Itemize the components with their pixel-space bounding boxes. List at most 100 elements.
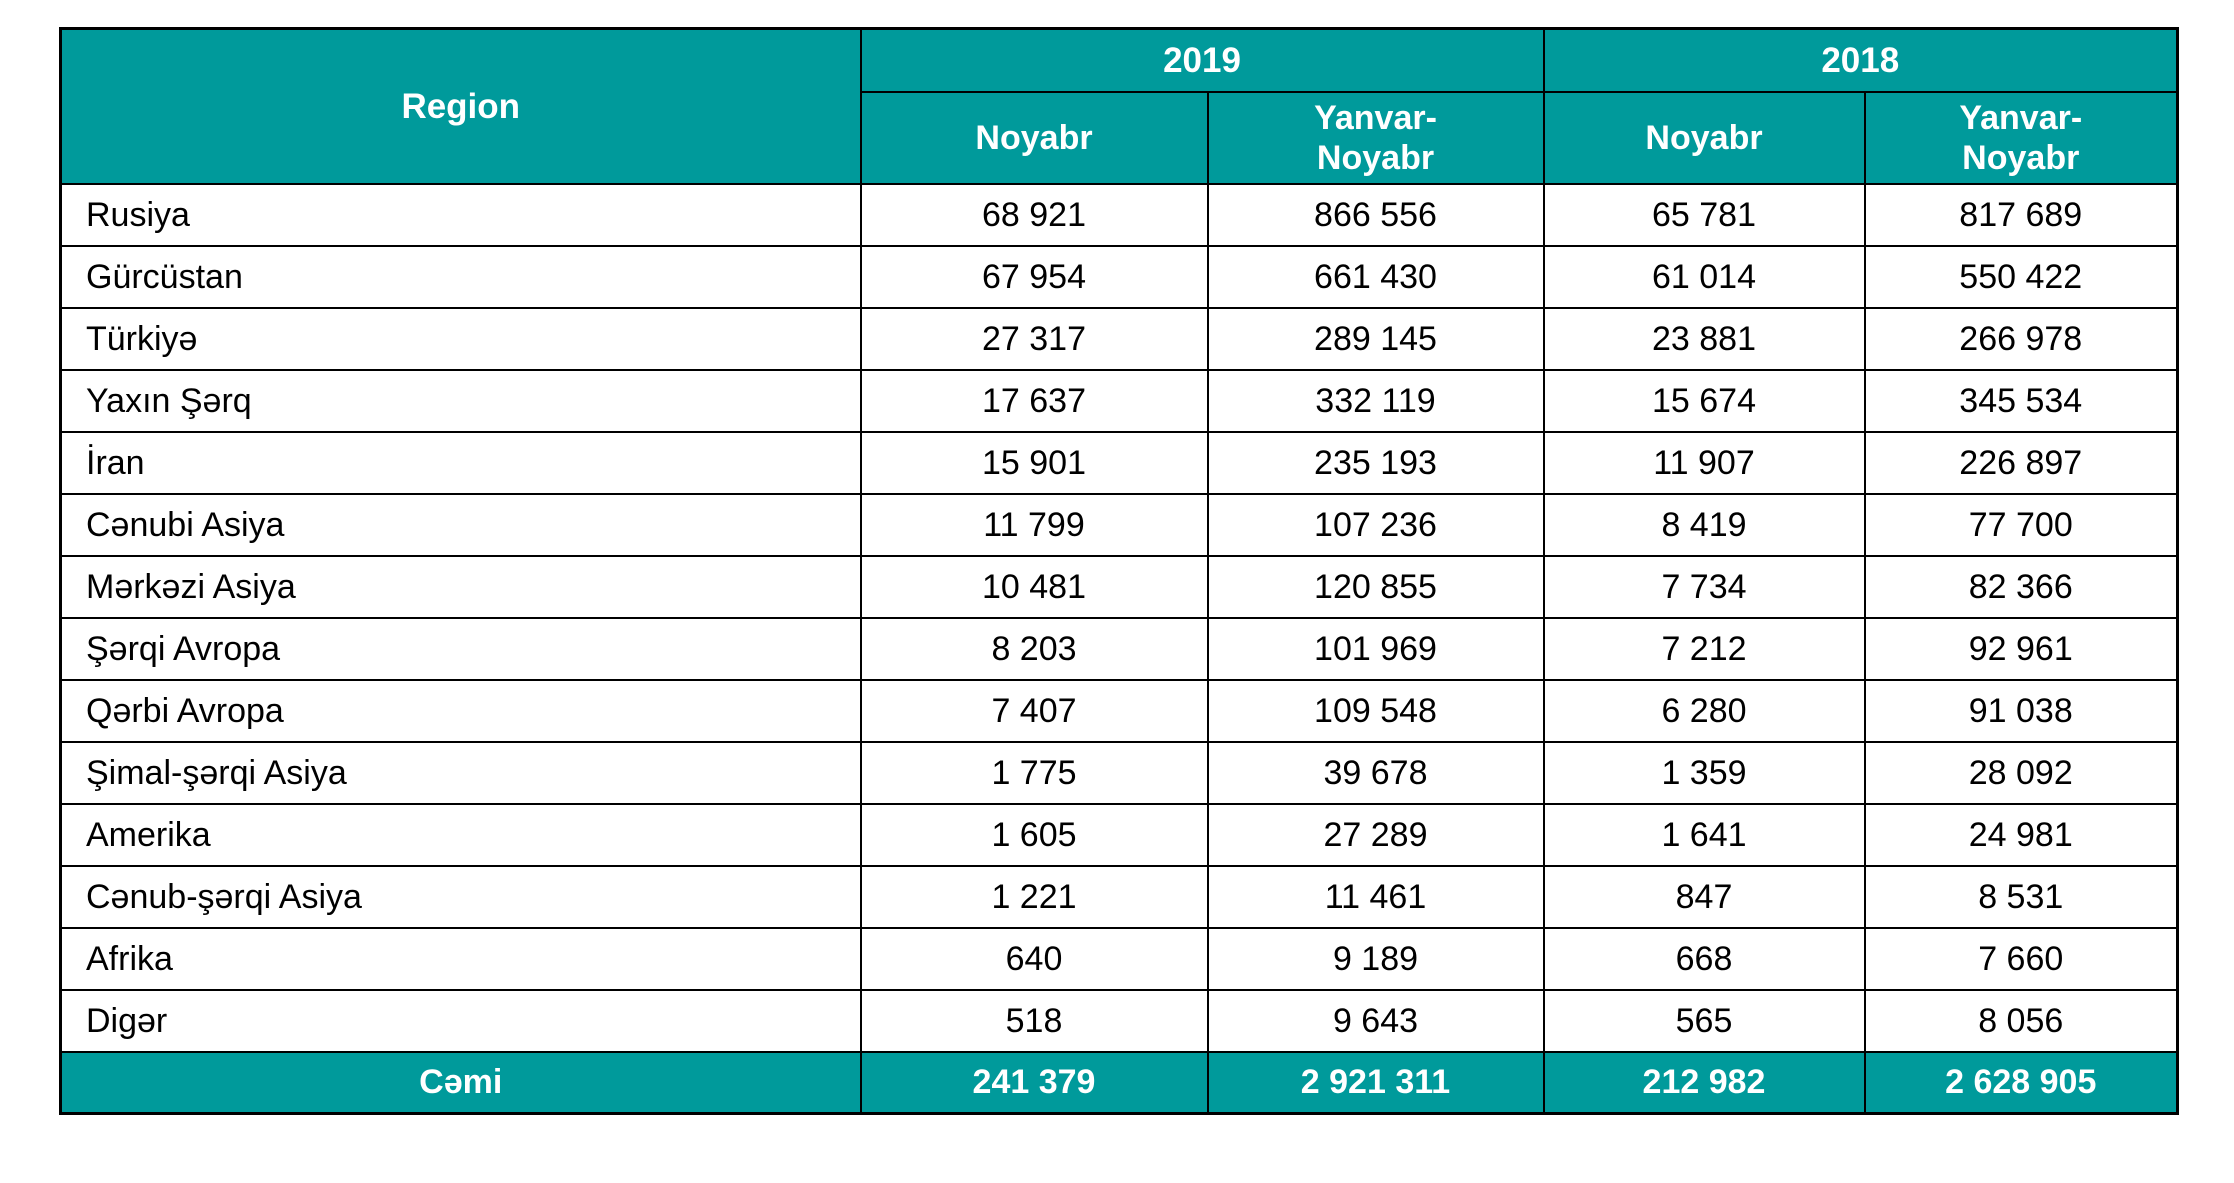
value-cell: 92 961: [1863, 617, 2179, 681]
year-2019-header: 2019: [859, 27, 1545, 93]
value-cell: 61 014: [1542, 245, 1866, 309]
table-row: Türkiyə 27 317 289 145 23 881 266 978: [59, 307, 2179, 371]
table-row: Şərqi Avropa 8 203 101 969 7 212 92 961: [59, 617, 2179, 681]
value-cell: 28 092: [1863, 741, 2179, 805]
value-cell: 9 189: [1206, 927, 1545, 991]
table-row: Qərbi Avropa 7 407 109 548 6 280 91 038: [59, 679, 2179, 743]
value-cell: 101 969: [1206, 617, 1545, 681]
value-cell: 67 954: [859, 245, 1209, 309]
value-cell: 11 461: [1206, 865, 1545, 929]
value-cell: 847: [1542, 865, 1866, 929]
value-cell: 1 605: [859, 803, 1209, 867]
value-cell: 7 734: [1542, 555, 1866, 619]
value-cell: 7 660: [1863, 927, 2179, 991]
value-cell: 518: [859, 989, 1209, 1053]
table-header: Region 2019 2018 Noyabr Yanvar-Noyabr No…: [59, 27, 2179, 185]
value-cell: 8 419: [1542, 493, 1866, 557]
col-header-label: Yanvar-Noyabr: [1314, 98, 1437, 177]
value-cell: 24 981: [1863, 803, 2179, 867]
table-footer: Cəmi 241 379 2 921 311 212 982 2 628 905: [59, 1051, 2179, 1115]
table-row: Digər 518 9 643 565 8 056: [59, 989, 2179, 1053]
value-cell: 27 317: [859, 307, 1209, 371]
col-header-2019-yanvar-noyabr: Yanvar-Noyabr: [1206, 91, 1545, 185]
subcolumn-header-row: Noyabr Yanvar-Noyabr Noyabr Yanvar-Noyab…: [61, 91, 2179, 185]
value-cell: 565: [1542, 989, 1866, 1053]
col-header-2018-noyabr: Noyabr: [1542, 91, 1866, 185]
value-cell: 226 897: [1863, 431, 2179, 495]
value-cell: 6 280: [1542, 679, 1866, 743]
region-cell: Amerika: [59, 803, 862, 867]
table-row: Afrika 640 9 189 668 7 660: [59, 927, 2179, 991]
col-header-2018-yanvar-noyabr: Yanvar-Noyabr: [1863, 91, 2179, 185]
table-row: Rusiya 68 921 866 556 65 781 817 689: [59, 183, 2179, 247]
value-cell: 550 422: [1863, 245, 2179, 309]
value-cell: 817 689: [1863, 183, 2179, 247]
region-cell: Qərbi Avropa: [59, 679, 862, 743]
region-cell: Gürcüstan: [59, 245, 862, 309]
value-cell: 15 674: [1542, 369, 1866, 433]
value-cell: 107 236: [1206, 493, 1545, 557]
value-cell: 7 407: [859, 679, 1209, 743]
value-cell: 77 700: [1863, 493, 2179, 557]
table-row: Cənubi Asiya 11 799 107 236 8 419 77 700: [59, 493, 2179, 557]
value-cell: 345 534: [1863, 369, 2179, 433]
value-cell: 640: [859, 927, 1209, 991]
value-cell: 1 221: [859, 865, 1209, 929]
total-label: Cəmi: [59, 1051, 862, 1115]
value-cell: 7 212: [1542, 617, 1866, 681]
region-cell: Afrika: [59, 927, 862, 991]
table-body: Rusiya 68 921 866 556 65 781 817 689 Gür…: [59, 183, 2179, 1053]
table-row: Şimal-şərqi Asiya 1 775 39 678 1 359 28 …: [59, 741, 2179, 805]
value-cell: 8 203: [859, 617, 1209, 681]
value-cell: 1 775: [859, 741, 1209, 805]
table-row: Cənub-şərqi Asiya 1 221 11 461 847 8 531: [59, 865, 2179, 929]
value-cell: 1 359: [1542, 741, 1866, 805]
region-cell: Mərkəzi Asiya: [59, 555, 862, 619]
table-row: İran 15 901 235 193 11 907 226 897: [59, 431, 2179, 495]
region-cell: Digər: [59, 989, 862, 1053]
total-value-cell: 2 628 905: [1863, 1051, 2179, 1115]
value-cell: 8 056: [1863, 989, 2179, 1053]
total-value-cell: 241 379: [859, 1051, 1209, 1115]
value-cell: 39 678: [1206, 741, 1545, 805]
value-cell: 866 556: [1206, 183, 1545, 247]
region-column-header: Region: [59, 27, 862, 185]
value-cell: 109 548: [1206, 679, 1545, 743]
table-row: Yaxın Şərq 17 637 332 119 15 674 345 534: [59, 369, 2179, 433]
region-cell: Şərqi Avropa: [59, 617, 862, 681]
total-value-cell: 212 982: [1542, 1051, 1866, 1115]
value-cell: 68 921: [859, 183, 1209, 247]
table-row: Gürcüstan 67 954 661 430 61 014 550 422: [59, 245, 2179, 309]
table-row: Amerika 1 605 27 289 1 641 24 981: [59, 803, 2179, 867]
region-cell: Cənubi Asiya: [59, 493, 862, 557]
value-cell: 289 145: [1206, 307, 1545, 371]
value-cell: 27 289: [1206, 803, 1545, 867]
value-cell: 65 781: [1542, 183, 1866, 247]
year-header-row: Region 2019 2018: [59, 27, 2179, 185]
value-cell: 8 531: [1863, 865, 2179, 929]
region-cell: Rusiya: [59, 183, 862, 247]
year-2018-header: 2018: [1542, 27, 2179, 93]
value-cell: 332 119: [1206, 369, 1545, 433]
region-cell: İran: [59, 431, 862, 495]
value-cell: 11 799: [859, 493, 1209, 557]
region-cell: Türkiyə: [59, 307, 862, 371]
total-value-cell: 2 921 311: [1206, 1051, 1545, 1115]
value-cell: 10 481: [859, 555, 1209, 619]
value-cell: 82 366: [1863, 555, 2179, 619]
region-cell: Cənub-şərqi Asiya: [59, 865, 862, 929]
value-cell: 11 907: [1542, 431, 1866, 495]
region-cell: Şimal-şərqi Asiya: [59, 741, 862, 805]
col-header-label: Yanvar-Noyabr: [1959, 98, 2083, 177]
value-cell: 120 855: [1206, 555, 1545, 619]
value-cell: 91 038: [1863, 679, 2179, 743]
value-cell: 23 881: [1542, 307, 1866, 371]
value-cell: 15 901: [859, 431, 1209, 495]
value-cell: 266 978: [1863, 307, 2179, 371]
value-cell: 1 641: [1542, 803, 1866, 867]
value-cell: 17 637: [859, 369, 1209, 433]
region-cell: Yaxın Şərq: [59, 369, 862, 433]
regions-statistics-table: Region 2019 2018 Noyabr Yanvar-Noyabr No…: [59, 27, 2179, 1115]
total-row: Cəmi 241 379 2 921 311 212 982 2 628 905: [59, 1051, 2179, 1115]
value-cell: 661 430: [1206, 245, 1545, 309]
